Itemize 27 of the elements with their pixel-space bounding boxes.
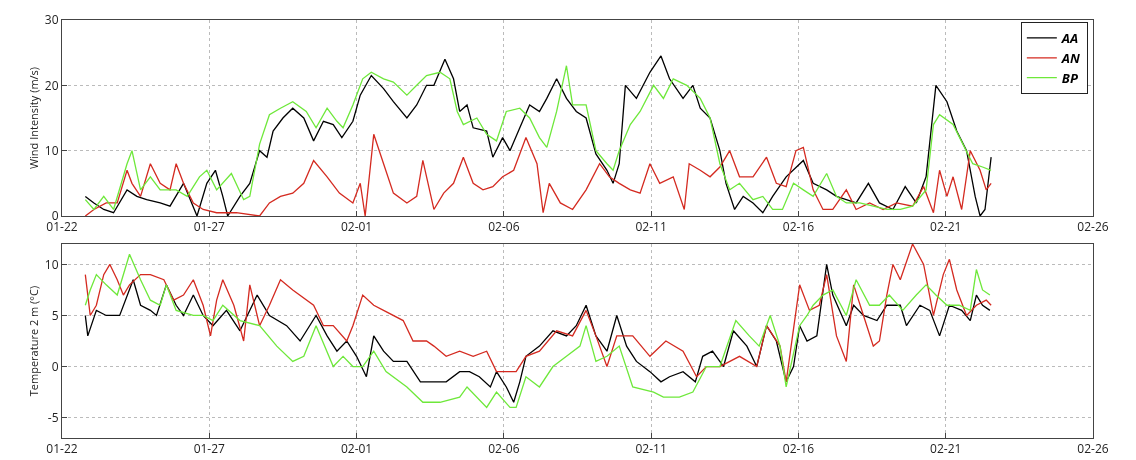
y-tick-label: 10 (44, 141, 59, 159)
y-tick-label: 10 (44, 255, 59, 273)
x-tick-label: 02-21 (930, 218, 962, 236)
y-tick-label: 0 (51, 357, 59, 375)
y-tick-label: 30 (44, 11, 59, 29)
x-tick-label: 01-27 (193, 218, 226, 236)
y-axis-title: Wind Intensity (m/s) (25, 66, 41, 170)
x-tick-label: 02-26 (1077, 218, 1109, 236)
x-tick-label: 02-01 (340, 218, 373, 236)
x-tick-label: 02-16 (782, 440, 815, 458)
y-tick-label: -5 (47, 408, 59, 426)
x-tick-label: 01-27 (193, 440, 226, 458)
legend-label: AA (1060, 28, 1079, 47)
legend-label: AN (1060, 48, 1081, 67)
x-tick-label: 02-26 (1077, 440, 1109, 458)
x-tick-label: 02-16 (782, 218, 815, 236)
x-tick-label: 02-11 (635, 440, 667, 458)
y-axis-title: Temperature 2 m (°C) (25, 285, 41, 397)
x-tick-label: 02-01 (340, 440, 373, 458)
x-tick-label: 02-11 (635, 218, 667, 236)
x-tick-label: 02-06 (488, 218, 520, 236)
y-tick-label: 20 (44, 76, 59, 94)
legend-label: BP (1061, 68, 1078, 87)
y-tick-label: 5 (51, 306, 59, 324)
x-tick-label: 01-22 (46, 440, 78, 458)
x-tick-label: 02-21 (930, 440, 962, 458)
x-tick-label: 02-06 (488, 440, 520, 458)
